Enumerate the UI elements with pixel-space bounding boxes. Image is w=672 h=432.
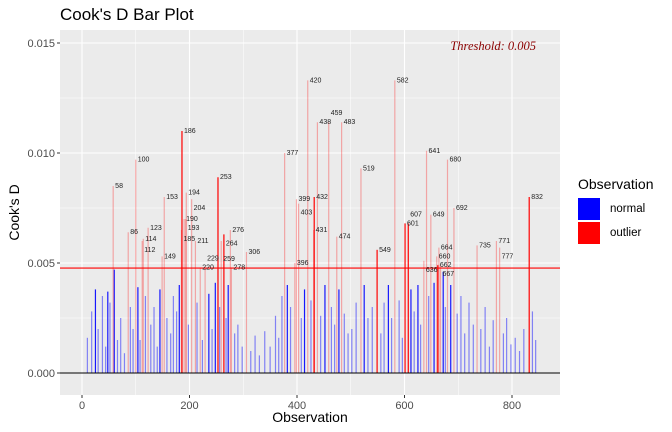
threshold-label: Threshold: 0.005: [450, 39, 536, 53]
bar-label: 692: [456, 205, 468, 212]
bar-label: 112: [144, 247, 155, 254]
bar-label: 306: [248, 249, 260, 256]
bar-label: 153: [166, 194, 178, 201]
y-tick-label: 0.005: [27, 258, 55, 270]
bar-label: 664: [441, 245, 453, 252]
bar-label: 259: [223, 256, 235, 263]
bar-label: 649: [433, 212, 445, 219]
y-tick-label: 0.010: [27, 148, 55, 160]
bar-label: 204: [194, 205, 206, 212]
panel-background: [60, 30, 560, 395]
bar-label: 229: [207, 255, 219, 262]
legend-key-outlier: [578, 222, 600, 244]
legend-key-normal: [578, 198, 600, 220]
bar-label: 832: [531, 194, 543, 201]
legend-label-normal: normal: [610, 203, 646, 215]
x-tick-label: 600: [395, 400, 413, 412]
chart-title: Cook's D Bar Plot: [60, 5, 194, 24]
bar-label: 636: [426, 267, 438, 274]
bar-label: 582: [397, 77, 409, 84]
legend-label-outlier: outlier: [610, 227, 642, 239]
bar-label: 399: [298, 196, 310, 203]
bar-label: 100: [138, 157, 150, 164]
bar-label: 377: [287, 150, 299, 157]
bar-label: 660: [439, 253, 451, 260]
bar-label: 420: [310, 77, 322, 84]
legend-title: Observation: [578, 176, 654, 192]
bar-label: 58: [115, 183, 123, 190]
y-axis-title: Cook's D: [6, 184, 22, 240]
x-tick-label: 0: [79, 400, 85, 412]
bar-label: 220: [202, 264, 214, 271]
x-axis-title: Observation: [272, 409, 347, 425]
bar-label: 680: [450, 157, 462, 164]
y-tick-label: 0.000: [27, 368, 55, 380]
bar-label: 549: [379, 247, 391, 254]
bar-label: 194: [188, 190, 200, 197]
bar-label: 777: [502, 254, 514, 261]
bar-label: 86: [130, 229, 138, 236]
y-tick-label: 0.015: [27, 38, 55, 50]
bar-label: 662: [440, 262, 452, 269]
bar-label: 483: [344, 119, 356, 126]
bar-label: 114: [145, 236, 156, 243]
bar-label: 193: [188, 225, 200, 232]
bar-label: 667: [443, 271, 455, 278]
bar-label: 149: [164, 253, 176, 260]
bar-label: 431: [316, 227, 328, 234]
bar-label: 264: [226, 240, 238, 247]
bar-label: 432: [316, 194, 328, 201]
bar-label: 641: [429, 148, 441, 155]
bar-label: 735: [479, 242, 491, 249]
bar-label: 186: [184, 128, 196, 135]
bar-label: 253: [220, 174, 232, 181]
bar-label: 185: [183, 236, 195, 243]
bar-label: 771: [498, 238, 510, 245]
bar-label: 474: [339, 234, 351, 241]
bar-label: 276: [232, 227, 244, 234]
x-tick-label: 800: [503, 400, 521, 412]
bar-label: 607: [410, 211, 422, 218]
bar-label: 438: [319, 119, 331, 126]
bar-label: 519: [363, 165, 375, 172]
bar-label: 190: [186, 216, 198, 223]
bar-label: 601: [407, 220, 419, 227]
bar-label: 396: [297, 260, 309, 267]
bar-label: 278: [233, 264, 245, 271]
bar-label: 123: [150, 225, 162, 232]
x-tick-label: 400: [288, 400, 306, 412]
bar-label: 459: [331, 110, 343, 117]
bar-label: 211: [197, 238, 208, 245]
bar-label: 403: [301, 210, 313, 217]
x-tick-label: 200: [180, 400, 198, 412]
